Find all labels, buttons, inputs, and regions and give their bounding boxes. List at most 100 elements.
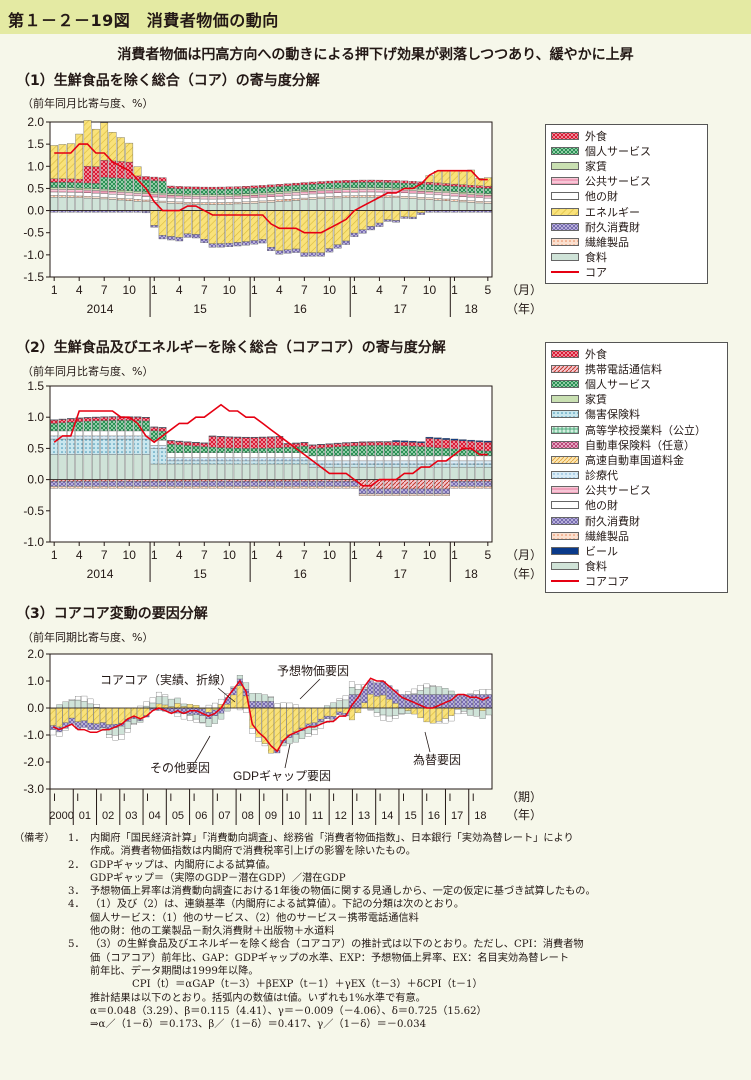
bar-segment bbox=[108, 191, 117, 195]
bar-segment bbox=[450, 481, 459, 487]
bar-segment bbox=[242, 460, 250, 465]
bar-segment bbox=[108, 430, 117, 437]
bar-segment bbox=[217, 204, 225, 211]
bar-segment bbox=[175, 452, 184, 458]
legend-item: 高速自動車国道料金 bbox=[551, 452, 721, 467]
bar-segment bbox=[267, 481, 275, 487]
bar-segment bbox=[367, 182, 375, 188]
bar-segment bbox=[433, 437, 442, 440]
bar-segment bbox=[50, 481, 59, 487]
month-unit: （月） bbox=[506, 548, 542, 562]
panel3-chart: 2.01.00.0-1.0-2.0-3.0Ⅰ2000Ⅰ01Ⅰ02Ⅰ03Ⅰ04Ⅰ0… bbox=[23, 647, 542, 825]
bar-segment bbox=[408, 493, 417, 496]
bar-segment bbox=[283, 249, 292, 254]
bar-segment bbox=[300, 184, 309, 191]
bar-segment bbox=[92, 190, 100, 194]
bar-segment bbox=[317, 188, 325, 191]
bar-segment bbox=[325, 190, 334, 194]
bar-segment bbox=[442, 448, 450, 457]
bar-segment bbox=[67, 438, 75, 455]
bar-segment bbox=[392, 460, 400, 465]
bar-segment bbox=[167, 188, 175, 194]
bar-segment bbox=[342, 486, 350, 489]
bar-segment bbox=[217, 486, 225, 489]
bar-segment bbox=[448, 690, 455, 695]
bar-segment bbox=[392, 689, 399, 704]
bar-segment bbox=[56, 704, 63, 709]
bar-segment bbox=[458, 466, 467, 480]
year-label: 17 bbox=[451, 810, 463, 822]
bar-segment bbox=[375, 179, 384, 183]
bar-segment bbox=[192, 188, 200, 195]
bar-segment bbox=[92, 454, 100, 480]
bar-segment bbox=[283, 210, 292, 250]
bar-segment bbox=[485, 708, 492, 716]
bar-segment bbox=[286, 737, 293, 744]
bar-segment bbox=[158, 180, 167, 194]
bar-segment bbox=[283, 443, 292, 445]
bar-segment bbox=[450, 193, 459, 197]
legend-item: 個人サービス bbox=[551, 143, 701, 158]
legend-label: 外食 bbox=[585, 347, 607, 361]
bar-segment bbox=[87, 703, 94, 709]
bar-segment bbox=[224, 707, 231, 712]
bar-segment bbox=[218, 713, 225, 720]
bar-segment bbox=[308, 197, 317, 200]
bar-segment bbox=[255, 701, 262, 709]
bar-segment bbox=[317, 455, 325, 462]
bar-segment bbox=[208, 481, 217, 487]
bar-segment bbox=[75, 189, 84, 193]
annotation-leader bbox=[194, 735, 211, 763]
bar-segment bbox=[175, 440, 184, 442]
note-number bbox=[68, 845, 90, 858]
bar-segment bbox=[308, 189, 317, 192]
bar-segment bbox=[367, 493, 375, 496]
bar-segment bbox=[450, 170, 459, 185]
bar-segment bbox=[361, 702, 368, 709]
y-tick-label: 2.0 bbox=[27, 115, 44, 129]
bar-segment bbox=[243, 707, 250, 713]
bar-segment bbox=[350, 463, 359, 468]
bar-segment bbox=[300, 460, 309, 465]
bar-segment bbox=[187, 715, 194, 721]
month-label: 7 bbox=[201, 548, 208, 562]
bar-segment bbox=[404, 707, 411, 711]
quarter-label: Ⅰ bbox=[286, 793, 289, 804]
bar-segment bbox=[150, 463, 159, 480]
bar-segment bbox=[92, 192, 100, 197]
bar-segment bbox=[283, 486, 292, 489]
note-text: GDPギャップは、内閣府による試算値。 bbox=[90, 859, 276, 871]
bar-segment bbox=[199, 722, 206, 724]
bar-segment bbox=[200, 196, 209, 200]
year-label: 17 bbox=[394, 567, 408, 581]
bar-segment bbox=[292, 192, 300, 196]
month-label: 4 bbox=[176, 548, 183, 562]
bar-segment bbox=[208, 460, 217, 465]
bar-segment bbox=[350, 455, 359, 462]
bar-segment bbox=[275, 452, 284, 458]
bar-segment bbox=[242, 481, 250, 487]
bar-segment bbox=[392, 197, 400, 211]
bar-segment bbox=[383, 189, 392, 193]
bar-segment bbox=[450, 201, 459, 211]
bar-segment bbox=[442, 183, 450, 186]
bar-segment bbox=[242, 195, 250, 199]
bar-segment bbox=[392, 703, 399, 709]
bar-segment bbox=[258, 463, 267, 480]
bar-segment bbox=[450, 460, 459, 465]
bar-segment bbox=[317, 190, 325, 194]
bar-segment bbox=[183, 194, 192, 197]
bar-segment bbox=[280, 707, 287, 741]
month-label: 5 bbox=[484, 283, 491, 297]
bar-segment bbox=[143, 701, 150, 707]
bar-segment bbox=[400, 196, 409, 199]
bar-segment bbox=[150, 210, 159, 226]
bar-segment bbox=[233, 481, 242, 487]
bar-segment bbox=[299, 730, 306, 739]
bar-segment bbox=[267, 460, 275, 465]
bar-segment bbox=[125, 438, 134, 455]
bar-segment bbox=[433, 493, 442, 496]
bar-segment bbox=[108, 438, 117, 455]
bar-segment bbox=[467, 709, 474, 716]
y-tick-label: 2.0 bbox=[27, 647, 44, 661]
